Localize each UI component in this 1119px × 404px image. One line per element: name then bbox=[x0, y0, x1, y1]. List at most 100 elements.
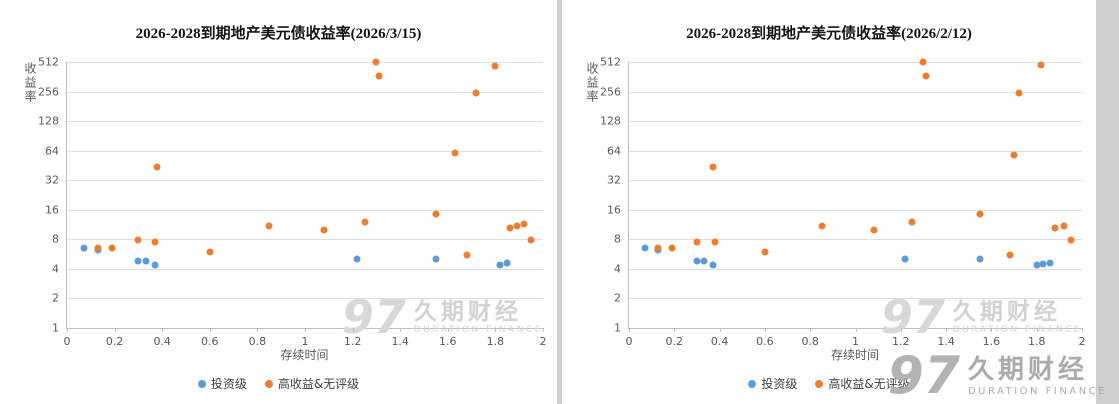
data-point bbox=[1015, 89, 1023, 97]
x-tick-mark bbox=[543, 328, 544, 332]
x-tick-mark bbox=[855, 328, 857, 332]
y-tick-label: 256 bbox=[38, 85, 59, 99]
x-tick-label: 0 bbox=[63, 335, 71, 348]
grid-line bbox=[67, 150, 543, 152]
y-tick-label: 2 bbox=[52, 291, 59, 305]
grid-line bbox=[629, 268, 1082, 270]
x-tick-label: 0.8 bbox=[248, 335, 267, 348]
y-tick-label: 256 bbox=[600, 85, 621, 99]
y-tick-label: 4 bbox=[614, 262, 621, 276]
grid-line bbox=[67, 91, 543, 93]
x-tick-mark bbox=[629, 328, 630, 332]
data-point bbox=[206, 248, 214, 256]
data-point bbox=[151, 238, 159, 246]
data-point bbox=[1039, 260, 1047, 268]
x-tick-mark bbox=[162, 328, 164, 332]
data-point bbox=[818, 222, 826, 230]
data-point bbox=[496, 261, 504, 269]
y-tick-label: 2 bbox=[614, 291, 621, 305]
data-point bbox=[361, 218, 368, 226]
y-tick-label: 8 bbox=[614, 232, 621, 246]
x-tick-label: 0 bbox=[625, 335, 633, 348]
x-tick-label: 0.4 bbox=[710, 335, 729, 348]
watermark-logo: 97 bbox=[341, 289, 406, 344]
x-tick-mark bbox=[352, 328, 354, 332]
watermark-subtitle: DURATION FINANCE bbox=[413, 325, 543, 336]
x-tick-mark bbox=[1036, 328, 1038, 332]
watermark-text: 久期财经 DURATION FINANCE bbox=[967, 354, 1107, 397]
x-tick-mark bbox=[67, 328, 68, 332]
x-tick-mark bbox=[900, 328, 902, 332]
x-tick-label: 2 bbox=[1078, 335, 1086, 348]
data-point bbox=[372, 58, 380, 66]
page-watermark: 97 久期财经 DURATION FINANCE bbox=[887, 346, 1107, 404]
data-point bbox=[693, 257, 701, 265]
y-tick-label: 1 bbox=[52, 321, 59, 335]
data-point bbox=[761, 248, 769, 256]
legend-marker-orange bbox=[815, 379, 824, 388]
data-point bbox=[353, 255, 361, 263]
watermark-logo: 97 bbox=[880, 289, 945, 344]
watermark-logo: 97 bbox=[887, 346, 960, 404]
x-axis-label: 存续时间 bbox=[280, 348, 329, 362]
grid-line bbox=[629, 62, 1082, 63]
x-tick-label: 0.2 bbox=[665, 335, 684, 348]
y-tick-label: 512 bbox=[38, 55, 59, 69]
watermark-subtitle: DURATION FINANCE bbox=[952, 325, 1082, 336]
x-tick-label: 1.2 bbox=[343, 335, 362, 348]
data-point bbox=[265, 222, 273, 230]
grid-line bbox=[67, 298, 543, 300]
x-tick-label: 1.8 bbox=[486, 335, 505, 348]
watermark-name: 久期财经 bbox=[967, 354, 1088, 385]
data-point bbox=[320, 226, 328, 234]
x-tick-label: 0.2 bbox=[105, 335, 124, 348]
x-tick-mark bbox=[764, 328, 766, 332]
plot-area: 97 久期财经 DURATION FINANCE 512 256 128 64 32 16… bbox=[38, 56, 547, 349]
y-tick-label: 64 bbox=[607, 144, 621, 158]
grid-line bbox=[629, 150, 1082, 152]
data-point bbox=[908, 218, 916, 226]
data-point bbox=[375, 72, 383, 80]
watermark-subtitle: DURATION FINANCE bbox=[967, 385, 1107, 397]
y-tick-label: 128 bbox=[600, 114, 621, 128]
y-tick-label: 64 bbox=[45, 144, 59, 158]
watermark-text: 久期财经 DURATION FINANCE bbox=[953, 299, 1082, 336]
data-point bbox=[1046, 259, 1054, 267]
watermark: 97 久期财经 DURATION FINANCE bbox=[341, 289, 543, 344]
legend-item-investment-grade: 投资级 bbox=[197, 375, 247, 392]
y-tick-label: 4 bbox=[52, 262, 59, 276]
y-tick-label: 512 bbox=[600, 55, 621, 69]
y-axis-label: 收益率 bbox=[585, 62, 599, 104]
x-tick-label: 1 bbox=[852, 335, 859, 348]
data-point bbox=[700, 257, 708, 265]
data-point bbox=[432, 255, 440, 263]
data-point bbox=[108, 244, 116, 252]
x-tick-label: 1.8 bbox=[1027, 335, 1046, 348]
legend-marker-orange bbox=[264, 379, 273, 388]
grid-line bbox=[629, 209, 1082, 211]
y-tick-label: 8 bbox=[52, 232, 59, 246]
legend: 投资级 高收益&无评级 bbox=[0, 375, 557, 392]
y-tick-label: 16 bbox=[45, 203, 59, 217]
data-point bbox=[432, 210, 440, 218]
data-point bbox=[503, 259, 511, 267]
data-point bbox=[491, 62, 499, 70]
data-point bbox=[451, 149, 459, 157]
data-point bbox=[153, 163, 161, 171]
data-point bbox=[134, 236, 142, 244]
legend-label: 高收益&无评级 bbox=[828, 377, 910, 391]
x-tick-mark bbox=[495, 328, 497, 332]
x-tick-mark bbox=[447, 328, 449, 332]
grid-line bbox=[629, 298, 1082, 300]
data-point bbox=[870, 226, 878, 234]
data-point bbox=[94, 244, 102, 252]
plot-area: 97 久期财经 DURATION FINANCE 512 256 128 64 32 16… bbox=[600, 56, 1086, 349]
x-tick-label: 2 bbox=[539, 335, 547, 348]
legend-label: 投资级 bbox=[761, 377, 798, 391]
data-point bbox=[142, 257, 150, 265]
watermark-text: 久期财经 DURATION FINANCE bbox=[414, 299, 543, 336]
data-point bbox=[693, 238, 701, 246]
data-point bbox=[1051, 224, 1059, 232]
data-point bbox=[976, 210, 984, 218]
x-tick-mark bbox=[1082, 328, 1083, 332]
